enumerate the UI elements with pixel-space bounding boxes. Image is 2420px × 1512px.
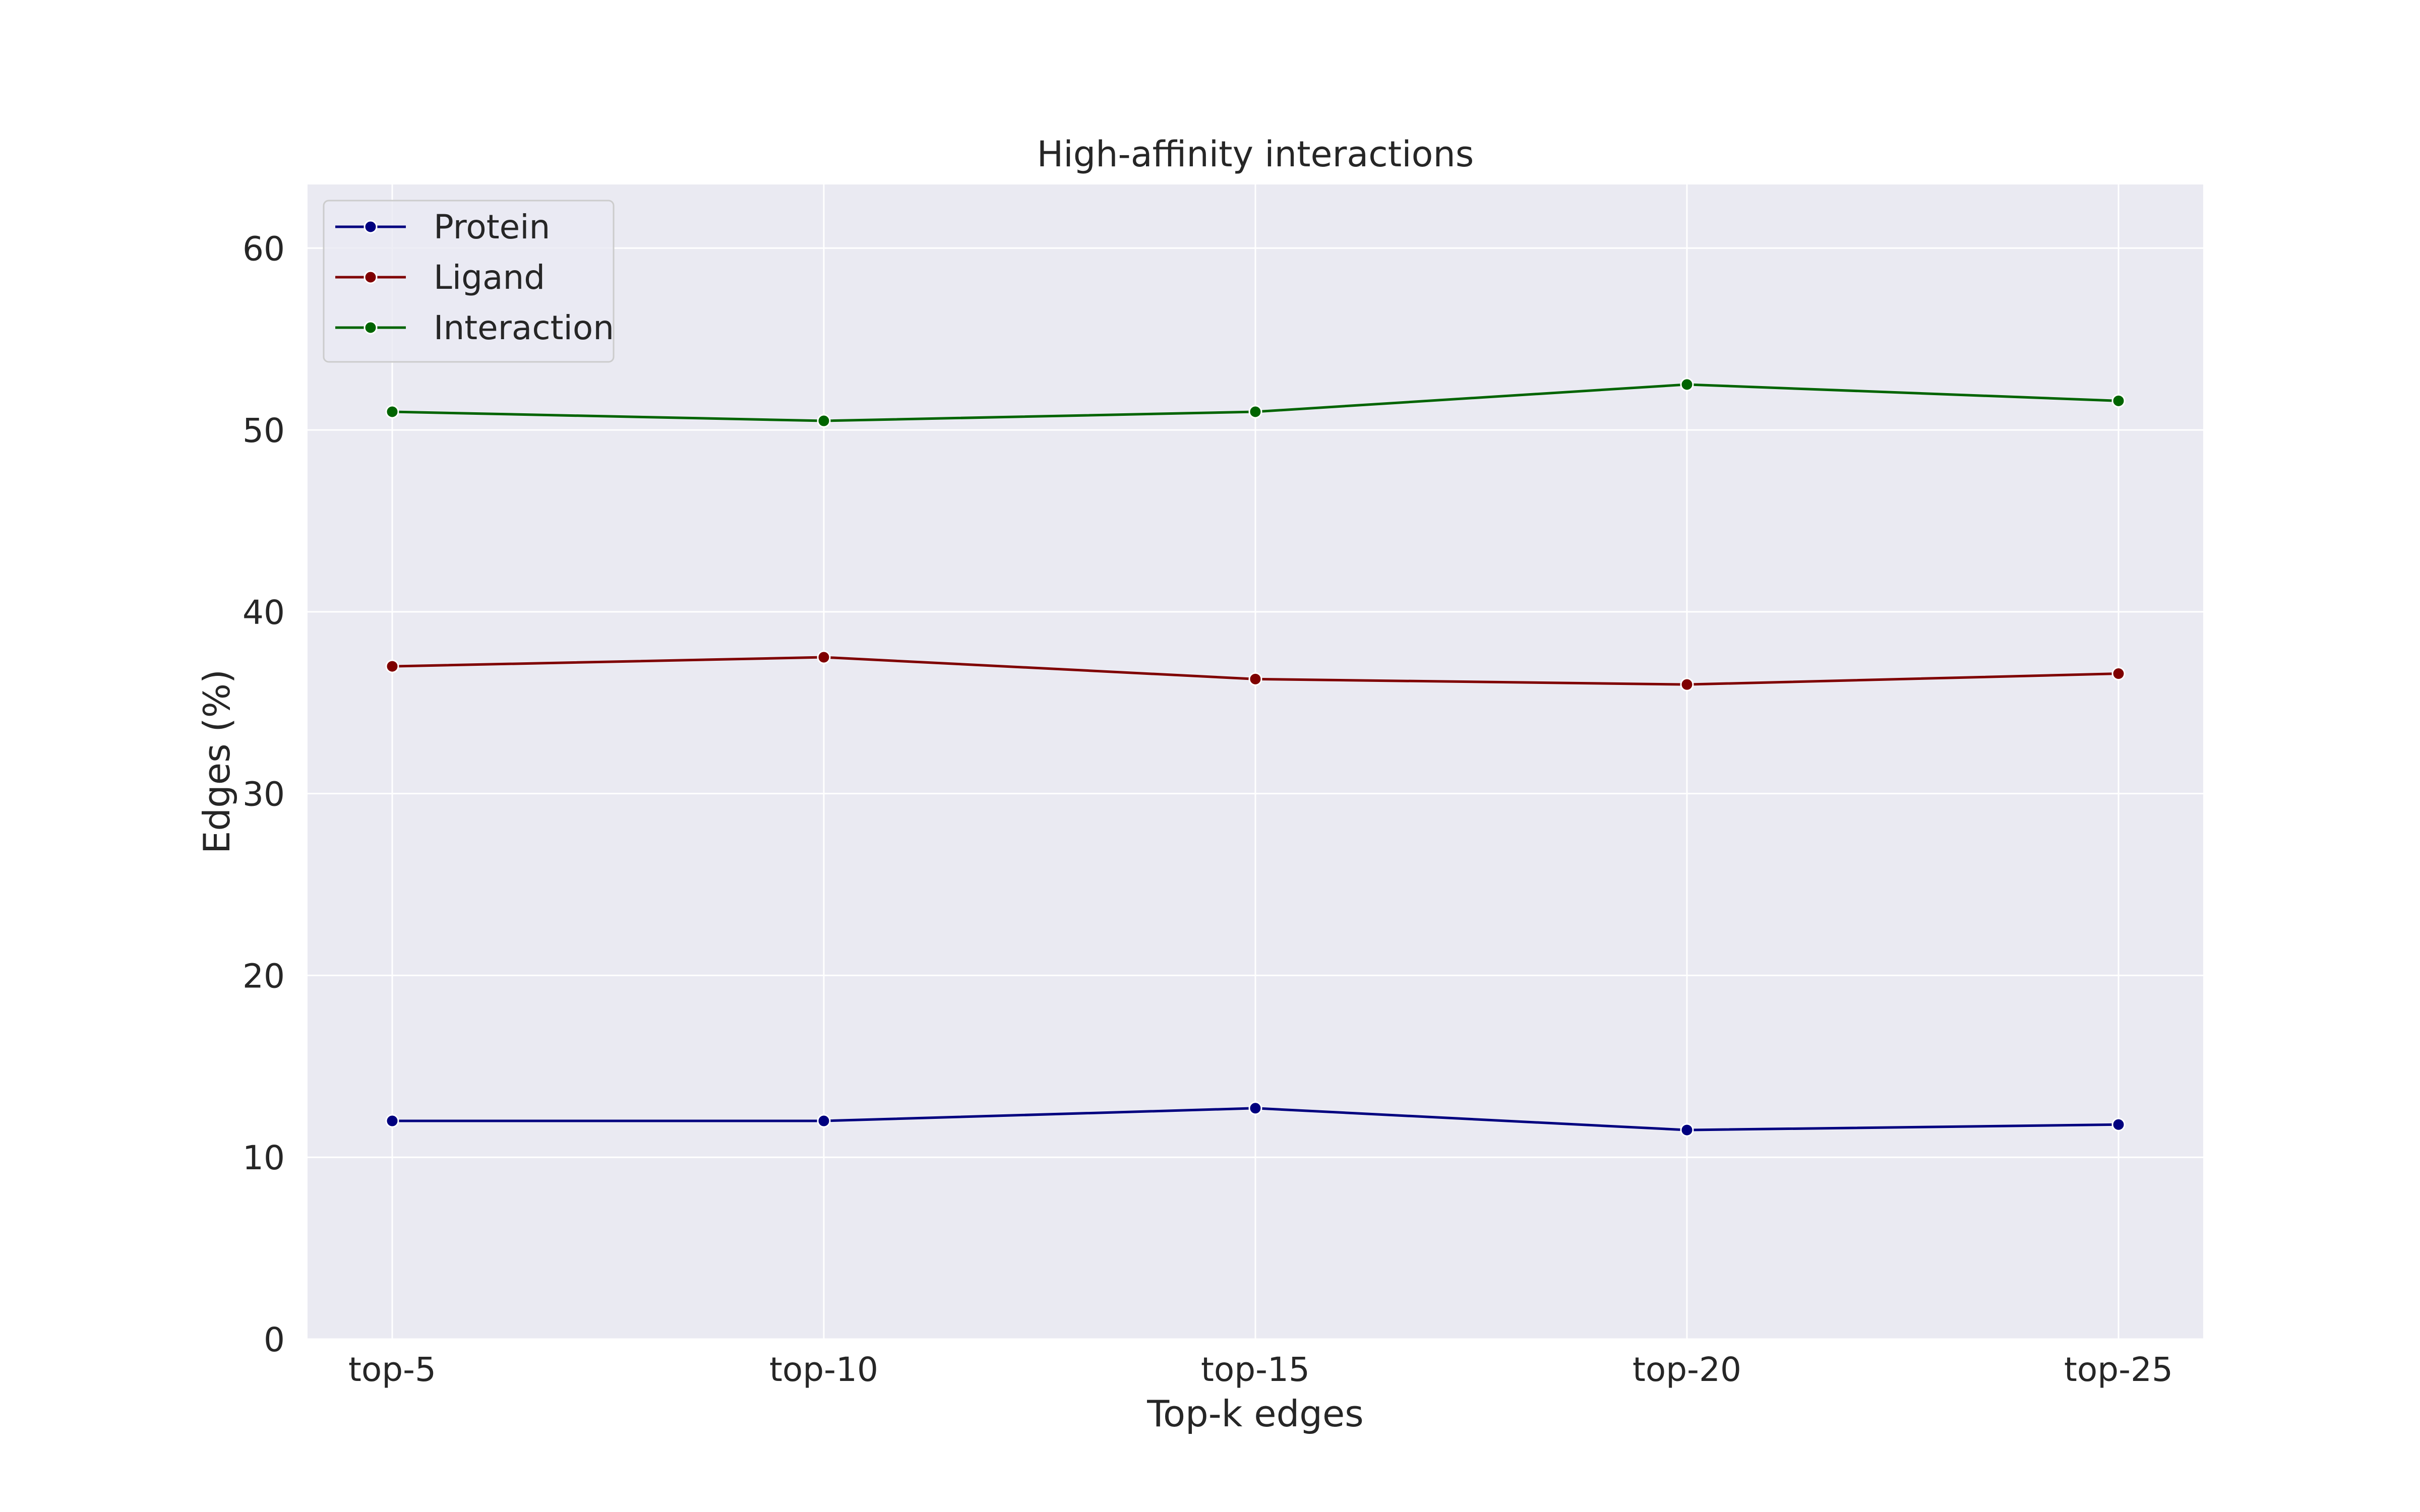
data-point xyxy=(385,405,399,419)
x-tick-labels: top-5 top-10 top-15 top-20 top-25 xyxy=(348,1350,2173,1389)
series-protein xyxy=(385,1101,2126,1137)
chart-title: High-affinity interactions xyxy=(1037,134,1474,175)
data-point xyxy=(2111,1117,2126,1131)
legend-marker xyxy=(364,270,378,284)
y-tick-labels: 0 10 20 30 40 50 60 xyxy=(243,229,285,1359)
data-point xyxy=(817,1114,831,1128)
series-lines xyxy=(385,377,2126,1137)
y-tick-label: 20 xyxy=(243,957,285,995)
data-point xyxy=(2111,667,2126,681)
y-tick-label: 0 xyxy=(264,1320,285,1359)
grid xyxy=(308,184,2203,1340)
legend-box xyxy=(323,200,615,363)
data-point xyxy=(1680,1123,1694,1137)
x-tick-label: top-25 xyxy=(2064,1350,2173,1389)
y-tick-label: 10 xyxy=(243,1139,285,1177)
x-tick-label: top-10 xyxy=(769,1350,878,1389)
data-point xyxy=(2111,394,2126,408)
x-tick-label: top-15 xyxy=(1201,1350,1310,1389)
legend-label: Ligand xyxy=(434,258,545,297)
y-axis-label: Edges (%) xyxy=(196,669,238,854)
data-point xyxy=(817,414,831,428)
data-point xyxy=(1248,405,1262,419)
legend-item: Ligand xyxy=(335,258,545,297)
series-ligand xyxy=(385,650,2126,691)
legend-label: Interaction xyxy=(434,308,614,347)
legend: Protein Ligand Interaction xyxy=(323,200,615,363)
data-point xyxy=(1248,672,1262,686)
legend-item: Protein xyxy=(335,208,550,246)
data-point xyxy=(385,1114,399,1128)
x-axis-label: Top-k edges xyxy=(1146,1393,1364,1435)
y-tick-label: 40 xyxy=(243,593,285,632)
data-point xyxy=(817,650,831,664)
legend-marker xyxy=(364,321,378,335)
x-tick-label: top-5 xyxy=(348,1350,436,1389)
data-point xyxy=(1680,677,1694,691)
data-point xyxy=(1248,1101,1262,1115)
legend-item: Interaction xyxy=(335,308,614,347)
data-point xyxy=(1680,377,1694,392)
x-tick-label: top-20 xyxy=(1632,1350,1741,1389)
legend-label: Protein xyxy=(434,208,550,246)
legend-marker xyxy=(364,220,378,234)
y-tick-label: 50 xyxy=(243,411,285,450)
series-interaction xyxy=(385,377,2126,428)
y-tick-label: 60 xyxy=(243,229,285,268)
data-point xyxy=(385,659,399,673)
y-tick-label: 30 xyxy=(243,775,285,814)
